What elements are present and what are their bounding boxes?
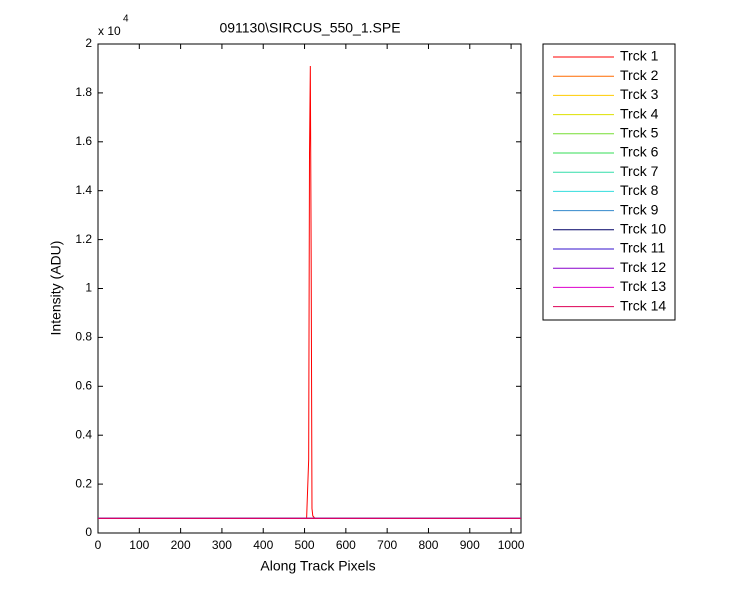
x-tick-label: 900: [460, 538, 480, 552]
x-tick-label: 1000: [498, 538, 525, 552]
legend-label: Trck 2: [620, 67, 659, 83]
y-tick-label: 0.2: [75, 476, 92, 490]
y-tick-label: 1.2: [75, 232, 92, 246]
legend-label: Trck 7: [620, 163, 659, 179]
x-tick-label: 700: [377, 538, 397, 552]
legend-label: Trck 8: [620, 182, 659, 198]
y-exponent: 4: [123, 14, 129, 25]
legend-label: Trck 10: [620, 221, 666, 237]
x-axis-label: Along Track Pixels: [260, 558, 375, 574]
y-tick-label: 1.6: [75, 134, 92, 148]
x-tick-label: 400: [253, 538, 273, 552]
y-tick-label: 0.4: [75, 427, 92, 441]
legend-label: Trck 11: [620, 240, 665, 256]
y-tick-label: 1.4: [75, 183, 92, 197]
legend-label: Trck 3: [620, 86, 659, 102]
legend-label: Trck 5: [620, 125, 659, 141]
x-tick-label: 500: [295, 538, 315, 552]
chart-title: 091130\SIRCUS_550_1.SPE: [219, 20, 400, 36]
y-tick-label: 1: [85, 281, 92, 295]
legend-label: Trck 13: [620, 278, 666, 294]
x-tick-label: 300: [212, 538, 232, 552]
x-tick-label: 200: [171, 538, 191, 552]
x-tick-label: 100: [129, 538, 149, 552]
legend-label: Trck 14: [620, 297, 666, 313]
y-tick-label: 0.6: [75, 378, 92, 392]
x-tick-label: 800: [418, 538, 438, 552]
y-axis-label: Intensity (ADU): [48, 241, 64, 336]
series-line: [98, 66, 521, 519]
y-multiplier: x 10: [98, 24, 121, 38]
x-tick-label: 0: [95, 538, 102, 552]
legend-label: Trck 9: [620, 201, 659, 217]
legend-label: Trck 4: [620, 105, 659, 121]
y-tick-label: 0: [85, 525, 92, 539]
legend-label: Trck 1: [620, 48, 659, 64]
legend-label: Trck 12: [620, 259, 666, 275]
x-tick-label: 600: [336, 538, 356, 552]
legend-label: Trck 6: [620, 144, 659, 160]
y-tick-label: 2: [85, 36, 92, 50]
y-tick-label: 1.8: [75, 85, 92, 99]
legend: [542, 43, 676, 321]
y-tick-label: 0.8: [75, 330, 92, 344]
